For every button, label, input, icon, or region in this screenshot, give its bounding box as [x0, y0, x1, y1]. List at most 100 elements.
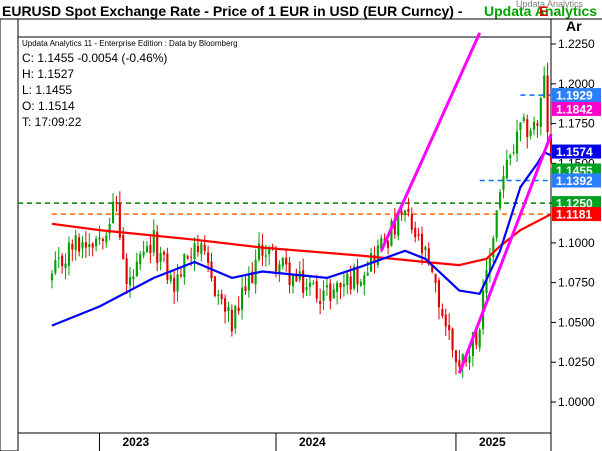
candle-body [305, 287, 308, 290]
candle-body [247, 274, 250, 291]
candle-body [78, 237, 81, 252]
y-tick-label: 1.0250 [558, 355, 595, 369]
candle-body [84, 242, 87, 248]
y-tick-label: 1.2250 [558, 37, 595, 51]
candle-body [207, 252, 210, 263]
candle-body [336, 282, 339, 292]
ohlc-high: H: 1.1527 [22, 67, 74, 81]
candle-body [332, 289, 335, 299]
candle-body [281, 257, 284, 267]
candle-body [400, 211, 403, 215]
candle-body [353, 266, 356, 289]
candle-body [186, 256, 189, 259]
candle-body [448, 325, 451, 331]
candle-body [95, 238, 98, 247]
candle-body [529, 130, 532, 136]
candle-body [522, 117, 525, 121]
left-gutter [0, 18, 19, 451]
candle-body [549, 134, 553, 163]
candle-body [264, 255, 267, 257]
price-tag-label: 1.1574 [556, 145, 593, 159]
candle-body [380, 238, 383, 249]
candle-body [213, 276, 216, 296]
candle-body [118, 203, 121, 238]
candle-body [291, 275, 295, 287]
x-tick-label: 2025 [479, 435, 506, 449]
candle-body [176, 274, 179, 292]
candle-body [196, 245, 199, 253]
candle-body [441, 308, 444, 316]
candle-body [509, 155, 512, 159]
candle-body [512, 152, 515, 154]
candle-body [417, 234, 420, 236]
axis-header-tab: Ar [566, 18, 582, 34]
candle-body [407, 208, 410, 213]
candle-body [71, 244, 74, 250]
y-tick-label: 1.0000 [558, 395, 595, 409]
candle-body [451, 328, 454, 350]
candle-body [112, 201, 115, 224]
price-tag-label: 1.1842 [556, 102, 593, 116]
candle-body [244, 286, 247, 292]
candle-body [278, 264, 281, 275]
chart-title: EURUSD Spot Exchange Rate - Price of 1 E… [2, 3, 463, 19]
candle-body [88, 243, 91, 248]
candle-body [427, 248, 430, 265]
plot-area [17, 36, 552, 434]
candle-body [81, 241, 84, 249]
title-cut-letter: E [539, 3, 548, 19]
candle-body [152, 230, 155, 253]
candle-body [386, 241, 390, 248]
y-tick-label: 1.0500 [558, 315, 595, 329]
candle-body [424, 246, 427, 251]
candle-body [325, 285, 328, 288]
candle-body [414, 227, 417, 238]
candle-body [461, 353, 464, 367]
candle-body [122, 234, 125, 260]
candle-body [359, 282, 362, 286]
candle-body [217, 294, 220, 297]
price-tag-label: 1.1392 [556, 174, 593, 188]
ohlc-open: O: 1.1514 [22, 99, 75, 113]
candle-body [179, 274, 183, 277]
candle-body [546, 75, 549, 133]
candle-body [67, 242, 70, 266]
candle-body [312, 283, 315, 285]
channel-upper-line [379, 32, 482, 252]
candle-body [376, 245, 379, 265]
candle-body [339, 283, 342, 288]
candle-body [200, 243, 203, 255]
candle-body [115, 202, 118, 204]
channel-lower-line [457, 134, 553, 374]
candle-body [437, 280, 441, 308]
candle-body [64, 263, 67, 268]
candle-body [532, 121, 536, 130]
candle-body [346, 273, 349, 285]
candle-body [468, 356, 471, 363]
candle-body [308, 282, 312, 287]
candle-body [159, 252, 162, 262]
moving-averages [51, 151, 552, 327]
candle-body [162, 251, 166, 255]
candle-body [295, 274, 298, 282]
ohlc-time: T: 17:09:22 [22, 115, 82, 129]
price-tag-box [552, 173, 601, 188]
candle-body [536, 123, 539, 126]
candle-body [342, 284, 345, 287]
candle-body [128, 277, 132, 286]
candle-body [478, 329, 481, 348]
candle-body [363, 275, 366, 285]
price-tag-box [552, 88, 601, 103]
candle-body [431, 265, 434, 272]
candle-body [230, 309, 233, 332]
candle-body [495, 210, 498, 238]
candle-body [145, 246, 149, 253]
candle-body [227, 306, 230, 311]
candle-body [403, 210, 407, 215]
candle-body [471, 332, 474, 357]
data-source-note: Updata Analytics 11 - Enterprise Edition… [22, 39, 238, 48]
candle-body [57, 257, 60, 259]
price-tag-box [552, 207, 601, 222]
candle-body [505, 159, 508, 179]
